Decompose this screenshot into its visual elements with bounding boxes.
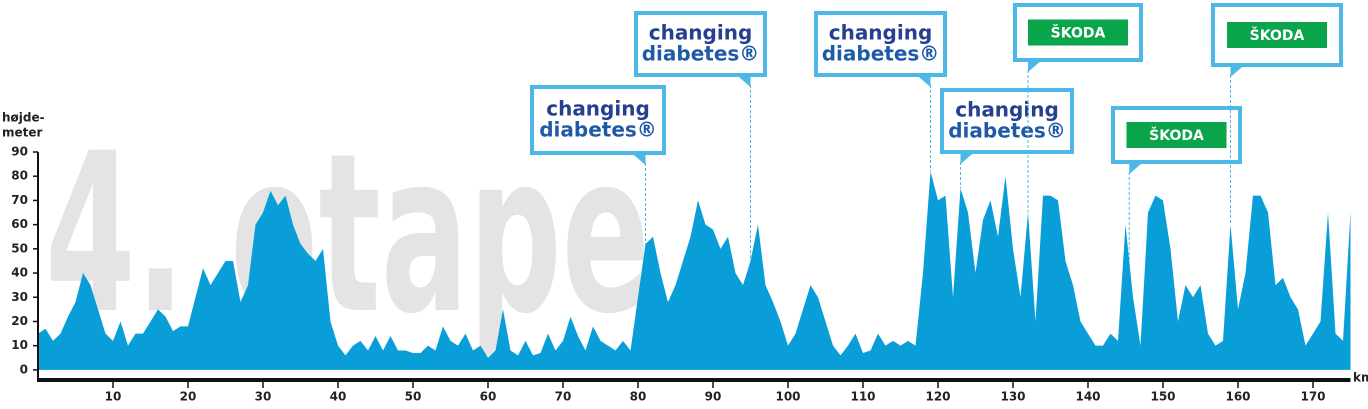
- x-tick-label: 20: [180, 390, 197, 404]
- callout: ŠKODA: [1013, 3, 1143, 213]
- logo-badge: [1227, 22, 1327, 48]
- x-tick-label: 70: [555, 390, 572, 404]
- x-tick-label: 80: [630, 390, 647, 404]
- callout-box: [530, 85, 666, 155]
- x-tick-label: 150: [1150, 390, 1175, 404]
- callout-tail: [1028, 60, 1042, 72]
- callout-tail: [631, 153, 646, 165]
- callout-tail: [960, 152, 975, 164]
- logo-text: diabetes®: [642, 42, 760, 66]
- x-tick-label: 90: [705, 390, 722, 404]
- callout-box: [940, 88, 1074, 154]
- logo-badge: [1028, 19, 1128, 46]
- y-tick-label: 40: [11, 266, 28, 280]
- logo-text: changing: [546, 97, 650, 121]
- y-tick-label: 50: [11, 241, 28, 255]
- x-axis-label: km: [1353, 371, 1368, 385]
- logo-text: ŠKODA: [1149, 126, 1204, 144]
- logo-badge: [1126, 122, 1227, 148]
- callout-tail: [1129, 162, 1144, 174]
- y-tick-label: 90: [11, 145, 28, 159]
- x-tick-label: 120: [925, 390, 950, 404]
- callout-box: [814, 11, 947, 77]
- callout-box: [634, 11, 767, 77]
- x-tick-label: 140: [1075, 390, 1100, 404]
- x-tick-label: 110: [850, 390, 875, 404]
- logo-text: ŠKODA: [1051, 24, 1106, 42]
- x-tick-label: 50: [405, 390, 422, 404]
- x-tick-label: 30: [255, 390, 272, 404]
- y-tick-label: 60: [11, 217, 28, 231]
- y-axis-label: højde-: [2, 111, 45, 125]
- y-tick-label: 80: [11, 169, 28, 183]
- logo-text: diabetes®: [822, 42, 940, 66]
- x-tick-label: 40: [330, 390, 347, 404]
- callout-tail: [916, 75, 931, 87]
- logo-text: diabetes®: [539, 118, 657, 142]
- y-axis-label: meter: [2, 126, 43, 140]
- x-tick-label: 60: [480, 390, 497, 404]
- x-tick-label: 160: [1225, 390, 1250, 404]
- y-tick-label: 10: [11, 338, 28, 352]
- logo-text: changing: [955, 98, 1059, 122]
- x-tick-label: 130: [1000, 390, 1025, 404]
- y-tick-label: 20: [11, 314, 28, 328]
- x-tick-label: 170: [1300, 390, 1325, 404]
- y-tick-label: 0: [20, 362, 28, 376]
- logo-text: changing: [649, 21, 753, 45]
- logo-text: diabetes®: [948, 119, 1066, 143]
- logo-text: changing: [829, 21, 933, 45]
- y-tick-label: 30: [11, 290, 28, 304]
- logo-text: ŠKODA: [1250, 26, 1305, 44]
- callout-tail: [736, 75, 751, 87]
- x-tick-label: 10: [105, 390, 122, 404]
- callout-tail: [1230, 65, 1245, 77]
- callout: ŠKODA: [1111, 106, 1242, 261]
- elevation-area: [38, 171, 1351, 370]
- callout: ŠKODA: [1211, 3, 1343, 225]
- x-tick-label: 100: [775, 390, 800, 404]
- y-tick-label: 70: [11, 193, 28, 207]
